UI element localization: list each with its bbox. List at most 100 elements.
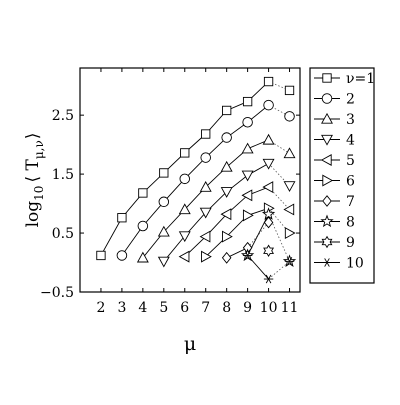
- legend-marker: [321, 93, 333, 104]
- series-line-6: [205, 207, 269, 257]
- y-axis-label-base: 10: [32, 186, 46, 201]
- x-tick-label: 7: [201, 300, 210, 316]
- series-dotted-line-5: [268, 186, 290, 210]
- data-point-series-1: [284, 85, 295, 96]
- x-tick-label: 6: [180, 300, 189, 316]
- y-tick-label: 1.5: [52, 167, 74, 183]
- data-point-series-1: [222, 105, 232, 116]
- y-axis-label-index: μ,ν: [32, 140, 46, 159]
- y-axis-label: log10 ⟨ Tμ,ν⟩: [23, 133, 46, 228]
- data-point-series-5: [199, 230, 211, 243]
- x-tick-label: 5: [159, 300, 168, 316]
- x-tick-label: 2: [96, 300, 105, 316]
- data-point-series-6: [284, 227, 296, 240]
- data-point-series-1: [96, 250, 106, 261]
- data-point-series-10: [284, 257, 295, 266]
- data-point-series-9: [263, 244, 275, 258]
- legend-marker: [322, 174, 334, 187]
- data-point-series-3: [241, 142, 254, 154]
- legend-marker: [322, 73, 332, 83]
- data-point-series-1: [159, 168, 169, 178]
- data-point-series-5: [178, 250, 190, 263]
- legend-label: ν=1: [346, 71, 375, 87]
- data-point-series-6: [201, 250, 212, 263]
- data-point-series-3: [262, 133, 275, 145]
- series-line-2: [121, 104, 269, 256]
- legend-marker: [322, 258, 332, 267]
- data-point-series-4: [262, 158, 275, 170]
- data-point-series-6: [242, 209, 254, 222]
- data-point-series-6: [222, 230, 233, 243]
- legend-box: [309, 67, 375, 284]
- markers-layer: [96, 76, 297, 284]
- data-point-series-2: [158, 196, 170, 208]
- plot-frame: [79, 67, 301, 293]
- data-point-series-3: [178, 203, 191, 215]
- data-point-series-7: [263, 216, 274, 229]
- data-point-series-4: [199, 207, 212, 219]
- series-line-7: [226, 247, 248, 259]
- svg-text:log10⟨ Tμ,ν⟩: log10 ⟨ Tμ,ν⟩: [23, 133, 46, 228]
- data-point-series-8: [261, 207, 276, 220]
- legend-marker: [321, 112, 333, 124]
- y-axis-label-quantity: ⟨ T: [23, 159, 43, 183]
- legend: ν=1 2 3 4 5 6 7 8 9 10: [314, 71, 375, 272]
- data-point-series-1: [117, 213, 127, 223]
- data-point-series-5: [283, 203, 295, 216]
- legend-label: 6: [346, 174, 355, 190]
- legend-marker: [320, 154, 332, 166]
- data-point-series-2: [116, 250, 128, 261]
- data-point-series-4: [220, 187, 233, 198]
- data-point-series-7: [221, 251, 232, 264]
- legend-marker: [320, 214, 334, 228]
- legend-label: 10: [346, 256, 364, 272]
- data-point-series-2: [284, 111, 295, 122]
- x-tick-label: 4: [138, 300, 147, 316]
- data-point-series-2: [263, 99, 274, 111]
- y-axis-ticks: −0.5 0.5 1.5 2.5: [40, 108, 300, 301]
- y-axis-label-log: log: [23, 201, 43, 228]
- y-axis-label-close: ⟩: [23, 133, 43, 140]
- data-point-series-3: [199, 180, 212, 192]
- data-point-series-3: [157, 225, 170, 237]
- x-tick-label: 9: [243, 300, 252, 316]
- data-point-series-1: [180, 148, 190, 158]
- data-point-series-1: [242, 96, 253, 107]
- data-point-series-4: [157, 256, 170, 268]
- x-tick-label: 3: [117, 300, 126, 316]
- legend-label: 8: [346, 215, 355, 231]
- data-point-series-2: [200, 152, 211, 163]
- data-point-series-1: [201, 129, 211, 139]
- data-point-series-3: [283, 147, 296, 159]
- data-point-series-2: [242, 116, 253, 128]
- legend-label: 5: [346, 153, 355, 169]
- data-point-series-4: [283, 181, 296, 193]
- data-point-series-2: [221, 132, 232, 143]
- data-point-series-10: [263, 274, 274, 284]
- x-tick-label: 11: [281, 300, 299, 316]
- data-point-series-5: [220, 208, 232, 221]
- legend-marker: [322, 195, 332, 207]
- y-tick-label: 2.5: [52, 108, 74, 124]
- y-tick-label: −0.5: [40, 285, 74, 301]
- data-point-series-5: [241, 189, 253, 202]
- series-dotted-line-8: [268, 214, 290, 262]
- legend-label: 9: [346, 235, 355, 251]
- legend-label: 3: [346, 112, 355, 128]
- data-point-series-4: [241, 170, 254, 182]
- legend-label: 2: [346, 92, 355, 108]
- legend-label: 4: [346, 133, 355, 149]
- legend-marker: [321, 134, 333, 146]
- data-point-series-4: [178, 231, 191, 243]
- data-point-series-5: [262, 181, 274, 194]
- data-point-series-10: [242, 251, 253, 260]
- data-point-series-3: [220, 160, 233, 172]
- data-point-series-1: [138, 188, 148, 198]
- x-axis-ticks: 2 3 4 5 6 7 8 9 10 11: [96, 68, 298, 316]
- x-tick-label: 10: [260, 300, 278, 316]
- data-point-series-2: [179, 173, 191, 185]
- data-point-series-1: [263, 76, 274, 87]
- data-point-series-3: [136, 251, 149, 263]
